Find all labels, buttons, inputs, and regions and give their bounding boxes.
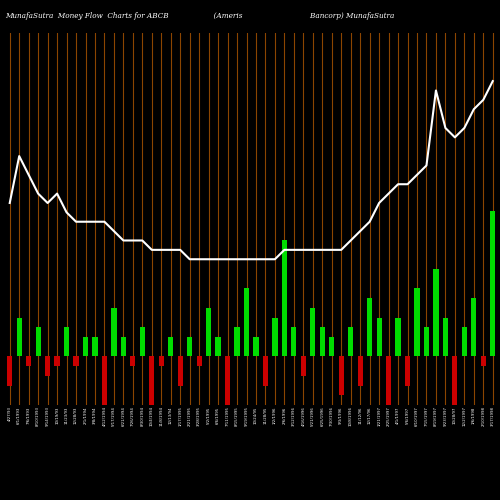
- Bar: [149, 356, 154, 444]
- Bar: [102, 356, 107, 405]
- Bar: [490, 210, 496, 356]
- Bar: [462, 328, 467, 356]
- Bar: [216, 337, 220, 356]
- Bar: [130, 356, 136, 366]
- Bar: [234, 328, 240, 356]
- Bar: [320, 328, 325, 356]
- Bar: [254, 337, 258, 356]
- Bar: [414, 288, 420, 356]
- Bar: [112, 308, 116, 356]
- Bar: [26, 356, 32, 366]
- Bar: [225, 356, 230, 414]
- Bar: [54, 356, 60, 366]
- Bar: [386, 356, 391, 405]
- Bar: [480, 356, 486, 366]
- Bar: [187, 337, 192, 356]
- Bar: [7, 356, 12, 386]
- Bar: [300, 356, 306, 376]
- Bar: [452, 356, 458, 414]
- Bar: [92, 337, 98, 356]
- Bar: [206, 308, 211, 356]
- Bar: [282, 240, 287, 356]
- Bar: [263, 356, 268, 386]
- Bar: [64, 328, 69, 356]
- Bar: [443, 318, 448, 356]
- Bar: [424, 328, 429, 356]
- Bar: [244, 288, 249, 356]
- Bar: [338, 356, 344, 396]
- Bar: [83, 337, 88, 356]
- Bar: [329, 337, 334, 356]
- Bar: [434, 269, 438, 356]
- Bar: [348, 328, 354, 356]
- Bar: [310, 308, 316, 356]
- Bar: [376, 318, 382, 356]
- Bar: [178, 356, 183, 386]
- Bar: [121, 337, 126, 356]
- Bar: [405, 356, 410, 386]
- Bar: [396, 318, 400, 356]
- Bar: [196, 356, 202, 366]
- Bar: [36, 328, 41, 356]
- Bar: [358, 356, 363, 386]
- Bar: [367, 298, 372, 356]
- Text: MunafaSutra  Money Flow  Charts for ABCB                    (Ameris             : MunafaSutra Money Flow Charts for ABCB (…: [5, 12, 394, 20]
- Bar: [168, 337, 173, 356]
- Bar: [45, 356, 50, 376]
- Bar: [471, 298, 476, 356]
- Bar: [292, 328, 296, 356]
- Bar: [74, 356, 78, 366]
- Bar: [140, 328, 145, 356]
- Bar: [272, 318, 278, 356]
- Bar: [16, 318, 22, 356]
- Bar: [158, 356, 164, 366]
